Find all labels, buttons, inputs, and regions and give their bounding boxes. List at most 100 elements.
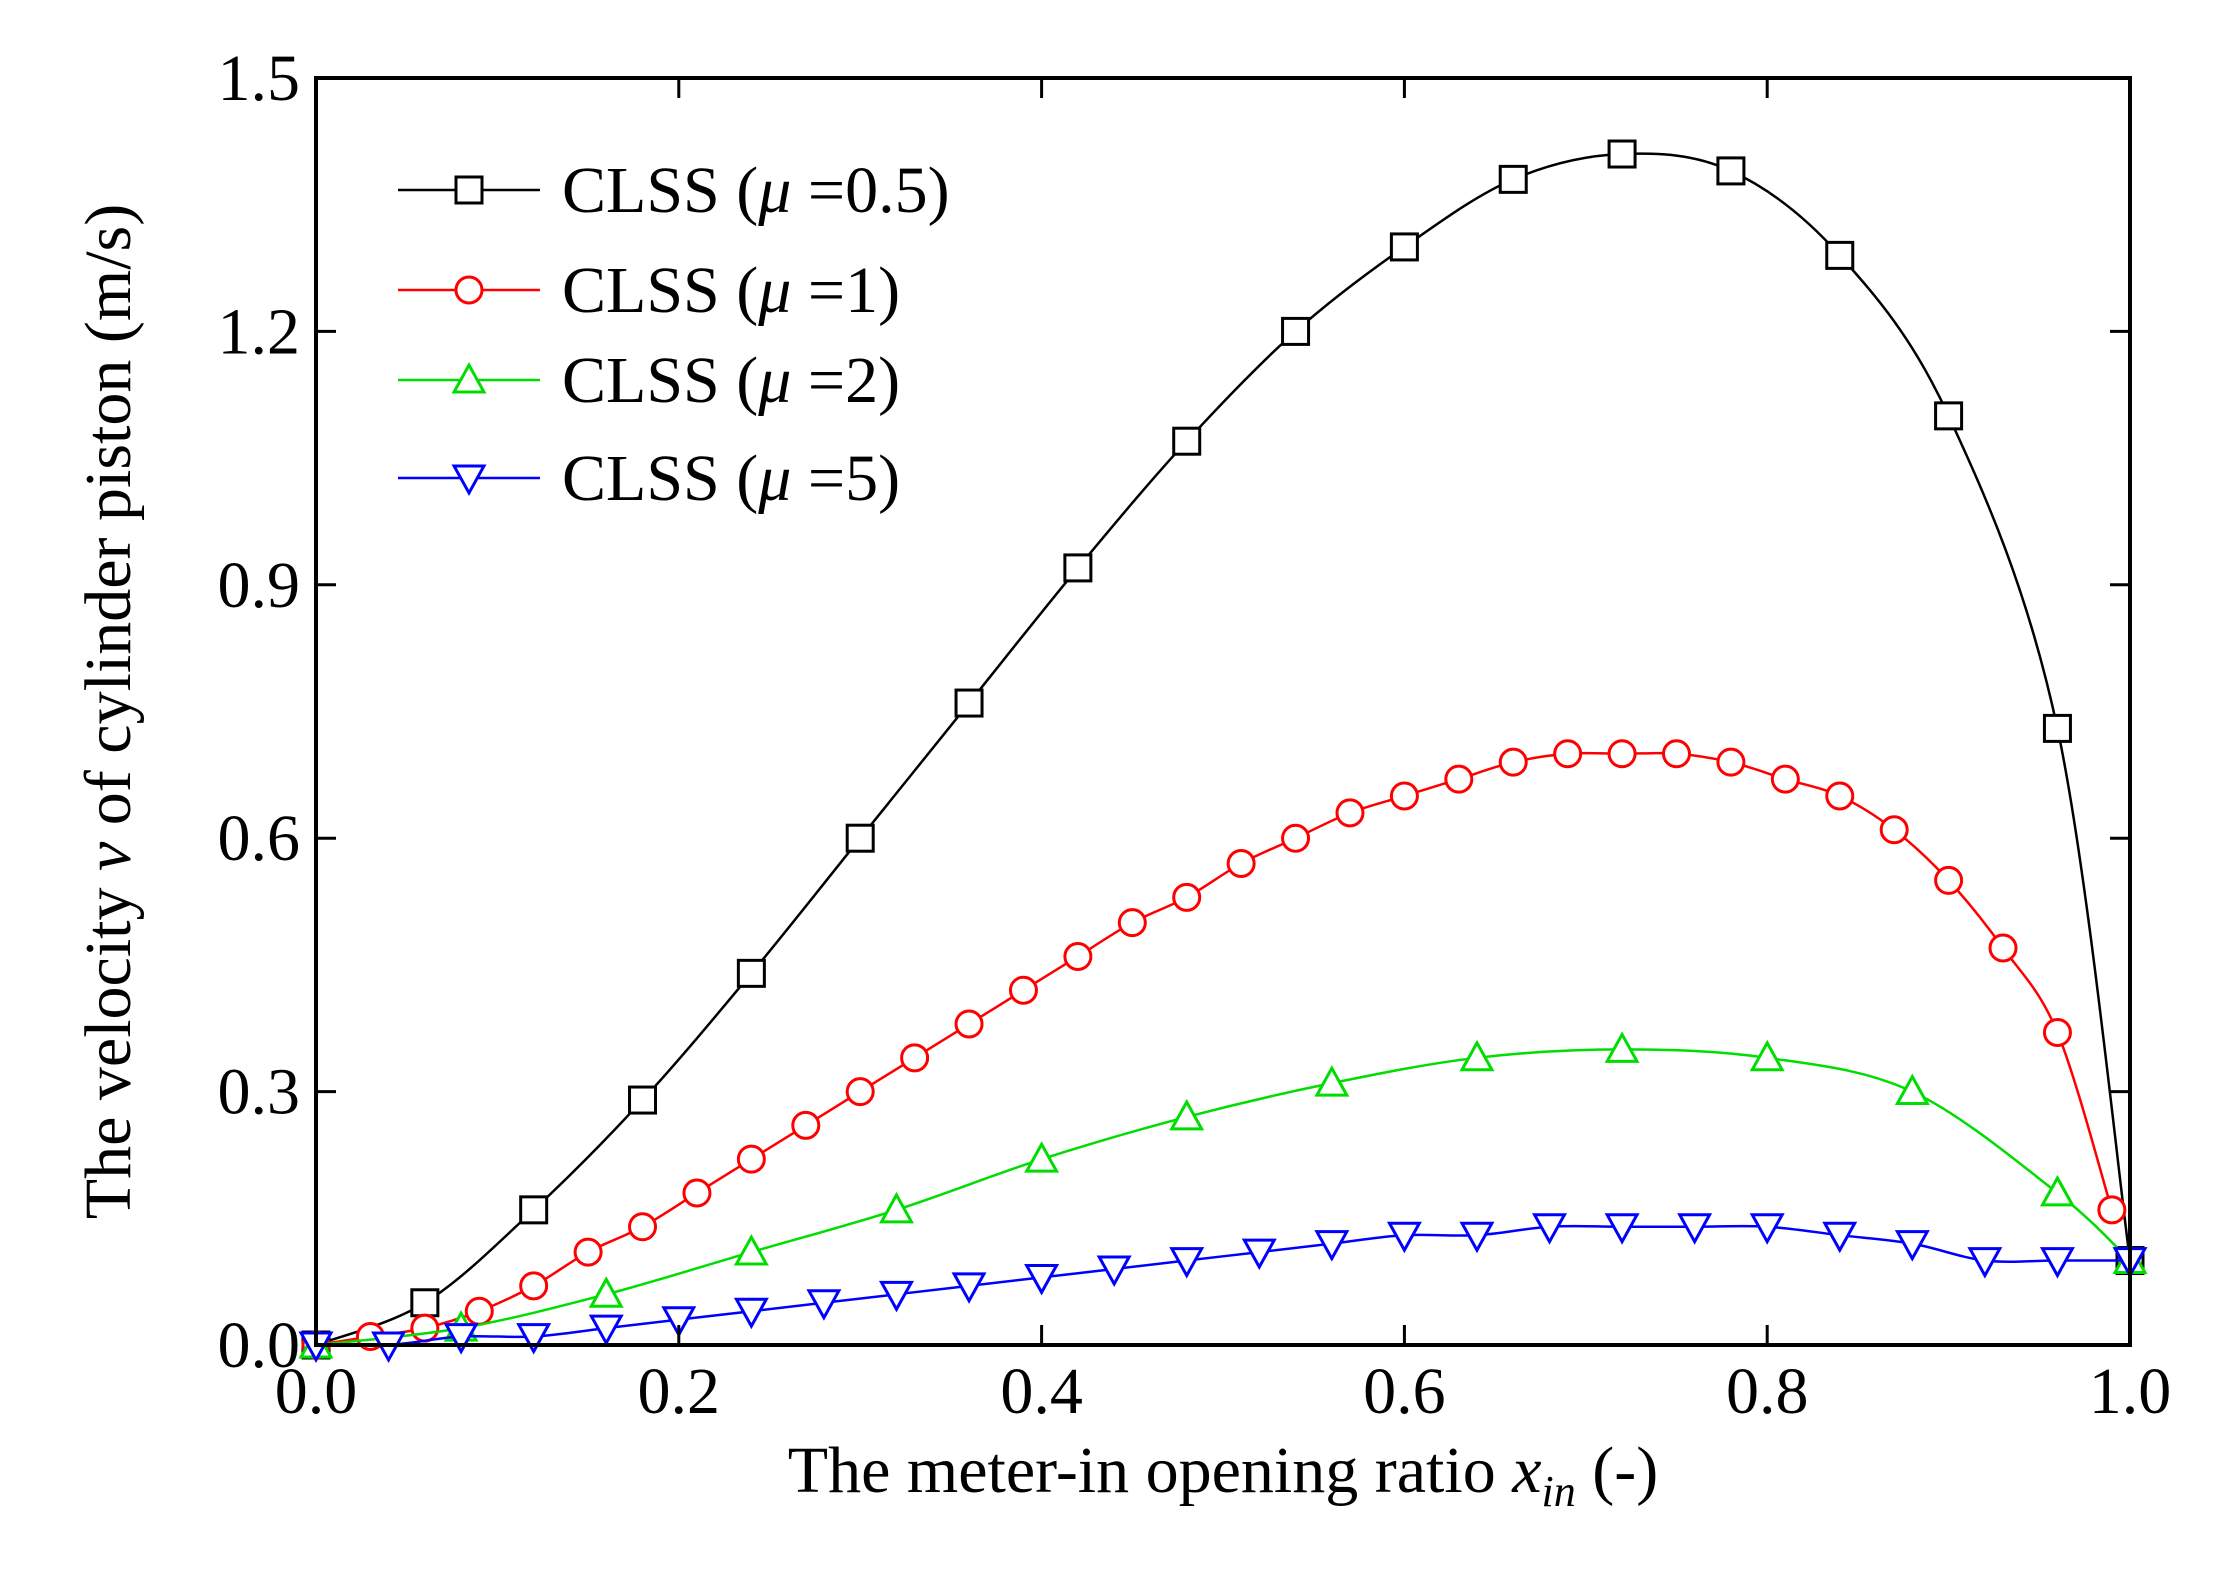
legend-label-prefix: CLSS ( — [562, 344, 758, 417]
legend-marker — [454, 275, 484, 305]
data-point — [519, 1271, 549, 1301]
legend-label-suffix: =2) — [791, 344, 900, 417]
y-tick-label: 1.2 — [218, 295, 301, 368]
y-axis-label-prefix: The velocity — [72, 871, 145, 1219]
legend-label-mu: μ — [757, 154, 791, 227]
data-point — [1172, 426, 1202, 456]
data-point — [2042, 1017, 2072, 1047]
data-point — [2039, 1174, 2075, 1207]
data-point — [661, 1306, 697, 1338]
data-point — [951, 1272, 987, 1304]
plot-frame — [314, 76, 2132, 1347]
data-point — [1662, 739, 1691, 769]
data-point — [1749, 1213, 1785, 1245]
data-point — [464, 1296, 494, 1326]
legend-label-mu: μ — [757, 442, 791, 515]
legend-marker — [454, 175, 484, 205]
data-point — [736, 958, 766, 988]
data-point — [1553, 739, 1583, 769]
data-point — [954, 688, 984, 718]
data-point — [628, 1212, 658, 1242]
data-point — [791, 1110, 821, 1140]
data-point — [1825, 781, 1855, 811]
legend-marker — [451, 464, 487, 497]
data-point — [1607, 139, 1637, 169]
legend-label-prefix: CLSS ( — [562, 254, 758, 327]
data-point — [1749, 1039, 1785, 1072]
data-point — [1314, 1230, 1350, 1262]
data-point — [1607, 739, 1637, 769]
data-point — [1825, 240, 1855, 270]
data-point — [2042, 713, 2072, 743]
data-point — [1604, 1213, 1640, 1245]
data-point — [1498, 747, 1528, 777]
data-point — [736, 1144, 766, 1174]
data-point — [1604, 1031, 1640, 1063]
legend-label: CLSS (μ =2) — [562, 344, 900, 417]
data-point — [588, 1314, 624, 1347]
legend-item: CLSS (μ =2) — [398, 344, 900, 417]
data-point — [682, 1178, 712, 1208]
data-point — [1063, 553, 1093, 583]
data-point — [2039, 1247, 2075, 1279]
x-tick-label: 0.6 — [1363, 1355, 1446, 1428]
series-line — [315, 1048, 2131, 1347]
data-point — [516, 1323, 552, 1355]
x-tick-label: 1.0 — [2089, 1355, 2172, 1428]
data-point — [1386, 1221, 1422, 1254]
axis-ticks: 0.0 0.2 0.4 0.6 0.8 1.0 0.0 0.3 0.6 0.9 1.2 1.5 — [218, 42, 2172, 1428]
data-point — [1314, 1065, 1350, 1097]
data-point — [1716, 156, 1746, 186]
x-axis-label: The meter-in opening ratio xin (-) — [788, 1434, 1658, 1516]
data-point — [1281, 823, 1311, 853]
legend-label-mu: μ — [757, 254, 791, 327]
data-point — [954, 1009, 984, 1039]
data-point — [628, 1085, 658, 1115]
legend-label-suffix: =5) — [791, 442, 900, 515]
data-point — [1281, 316, 1311, 346]
legend-item: CLSS (μ =5) — [398, 442, 900, 515]
data-point — [443, 1323, 479, 1355]
data-point — [1389, 232, 1419, 262]
data-point — [1241, 1238, 1277, 1271]
data-point — [845, 823, 875, 853]
data-point — [1096, 1255, 1132, 1288]
data-point — [733, 1297, 769, 1330]
data-point — [1172, 882, 1202, 912]
y-tick-label: 0.3 — [218, 1056, 301, 1129]
data-point — [1063, 941, 1093, 971]
legend-label: CLSS (μ =5) — [562, 442, 900, 515]
data-point — [1894, 1230, 1930, 1262]
legend-label: CLSS (μ =0.5) — [562, 154, 950, 227]
data-point — [733, 1234, 769, 1266]
data-point — [2097, 1195, 2127, 1225]
data-point — [1389, 781, 1419, 811]
data-point — [1988, 933, 2018, 963]
x-tick-label: 0.0 — [275, 1355, 358, 1428]
data-point — [1934, 865, 1964, 895]
y-axis-label-var: v — [72, 841, 145, 871]
x-tick-label: 0.2 — [638, 1355, 721, 1428]
data-point — [1024, 1141, 1060, 1173]
y-tick-label: 1.5 — [218, 42, 301, 115]
data-point — [1169, 1098, 1205, 1131]
y-tick-label: 0.0 — [218, 1309, 301, 1382]
data-point — [1894, 1073, 1930, 1106]
legend-item: CLSS (μ =0.5) — [398, 154, 950, 227]
data-point — [878, 1191, 914, 1224]
legend-label-mu: μ — [757, 344, 791, 417]
legend-label-prefix: CLSS ( — [562, 442, 758, 515]
y-axis-label-suffix: of cylinder piston (m/s) — [72, 204, 145, 842]
data-point — [1008, 975, 1038, 1005]
legend-label-suffix: =0.5) — [791, 154, 949, 227]
data-point — [1444, 764, 1474, 794]
legend: CLSS (μ =0.5)CLSS (μ =1)CLSS (μ =2)CLSS … — [398, 154, 950, 515]
y-tick-label: 0.9 — [218, 549, 301, 622]
data-point — [845, 1077, 875, 1107]
legend-label: CLSS (μ =1) — [562, 254, 900, 327]
data-point — [1335, 798, 1365, 828]
x-axis-label-var: x — [1511, 1434, 1541, 1507]
series-circle — [301, 739, 2127, 1360]
x-tick-label: 0.4 — [1000, 1355, 1083, 1428]
